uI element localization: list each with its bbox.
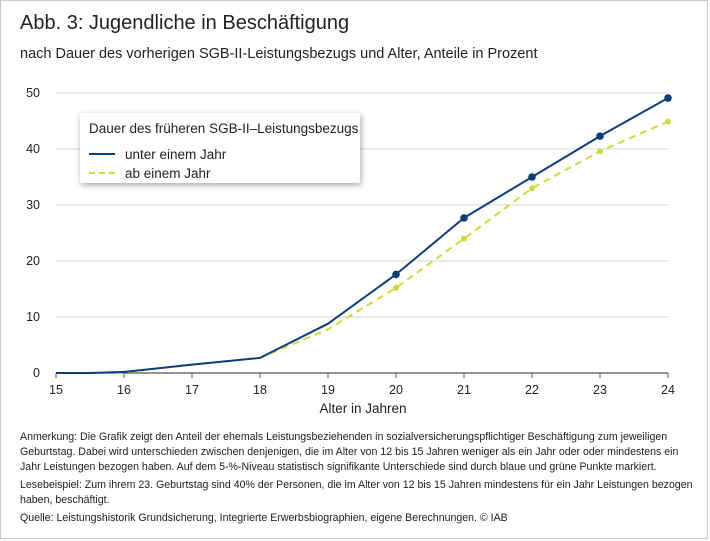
- x-tick-label: 24: [661, 383, 675, 397]
- note-anmerkung: Anmerkung: Die Grafik zeigt den Anteil d…: [20, 431, 679, 473]
- x-tick-labels: 15 16 17 18 19 20 21 22 23 24: [49, 373, 675, 397]
- x-tick-label: 17: [185, 383, 199, 397]
- y-tick-labels: 0 10 20 30 40 50: [26, 86, 40, 380]
- data-point-ab-einem-jahr: [597, 148, 603, 155]
- y-tick-label: 30: [26, 198, 40, 212]
- data-point-unter-einem-jahr: [664, 94, 672, 102]
- chart-title: Abb. 3: Jugendliche in Beschäftigung: [20, 12, 350, 34]
- data-point-unter-einem-jahr: [596, 132, 604, 140]
- x-tick-label: 22: [525, 383, 539, 397]
- y-tick-label: 50: [26, 86, 40, 100]
- chart-subtitle: nach Dauer des vorherigen SGB-II-Leistun…: [20, 46, 538, 62]
- x-tick-label: 16: [117, 383, 131, 397]
- x-axis-title: Alter in Jahren: [319, 401, 406, 416]
- legend-swatch-solid: [89, 153, 115, 155]
- data-point-unter-einem-jahr: [460, 214, 468, 222]
- data-point-unter-einem-jahr: [392, 270, 400, 279]
- data-point-ab-einem-jahr: [461, 235, 467, 242]
- x-tick-label: 23: [593, 383, 607, 397]
- series-line-ab-einem-jahr: [56, 120, 669, 374]
- y-tick-label: 0: [33, 366, 40, 380]
- data-point-ab-einem-jahr: [529, 185, 535, 192]
- x-tick-label: 15: [49, 383, 63, 397]
- legend-item-unter-einem-jahr: unter einem Jahr: [89, 145, 226, 163]
- y-tick-label: 40: [26, 142, 40, 156]
- x-tick-label: 19: [321, 383, 335, 397]
- x-tick-label: 20: [389, 383, 403, 397]
- legend-swatch-dashed: [89, 172, 115, 174]
- legend-title: Dauer des früheren SGB-II–Leistungsbezug…: [89, 121, 359, 136]
- notes-section: Anmerkung: Die Grafik zeigt den Anteil d…: [20, 430, 700, 529]
- legend-label: ab einem Jahr: [125, 165, 211, 181]
- series-lines: [56, 94, 672, 374]
- note-quelle: Quelle: Leistungshistorik Grundsicherung…: [20, 512, 508, 524]
- note-lesebeispiel: Lesebeispiel: Zum ihrem 23. Geburtstag s…: [20, 479, 693, 506]
- data-point-ab-einem-jahr: [665, 118, 671, 125]
- legend-label: unter einem Jahr: [125, 146, 227, 162]
- legend-item-ab-einem-jahr: ab einem Jahr: [89, 164, 211, 182]
- legend: Dauer des früheren SGB-II–Leistungsbezug…: [80, 113, 360, 183]
- data-point-ab-einem-jahr: [393, 284, 399, 291]
- series-line-unter-einem-jahr: [56, 97, 669, 374]
- x-tick-label: 21: [457, 383, 471, 397]
- data-point-unter-einem-jahr: [528, 173, 536, 181]
- x-tick-label: 18: [253, 383, 267, 397]
- y-tick-label: 10: [26, 310, 40, 324]
- y-tick-label: 20: [26, 254, 40, 268]
